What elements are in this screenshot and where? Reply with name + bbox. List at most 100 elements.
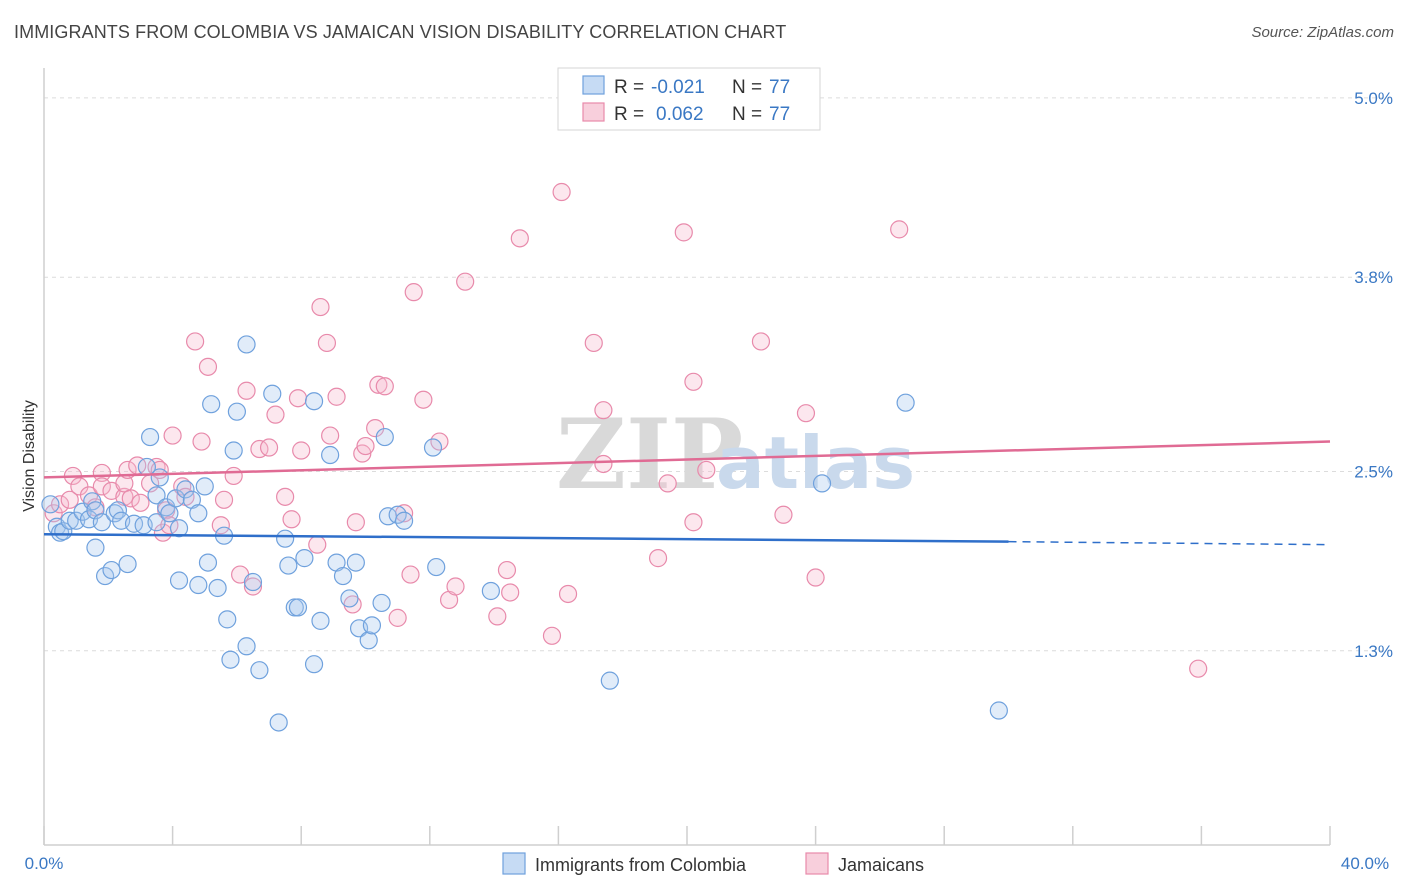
x-axis-ticks [43,826,1331,845]
data-point [41,495,60,514]
data-point [92,513,111,532]
legend-label-colombia: Immigrants from Colombia [535,855,747,875]
data-point [237,637,256,656]
data-point [658,474,677,493]
data-point [427,557,446,577]
data-point [276,487,295,506]
data-point [896,393,915,412]
data-point [189,575,208,595]
data-point [812,474,832,493]
data-point [584,333,603,353]
data-point [321,445,340,465]
data-point [684,513,703,532]
data-point [276,529,295,548]
stats-r-value-pink: 0.062 [656,104,704,125]
data-point [295,549,314,568]
stats-n-label-pink: N = [732,104,762,125]
data-point [243,577,263,596]
data-point [92,477,111,496]
data-point [121,489,140,508]
data-point [147,513,166,532]
data-point [227,402,246,421]
data-point [333,566,353,586]
data-point [198,553,218,572]
data-point [269,713,288,732]
data-point [327,387,346,406]
x-tick-label-max: 40.0% [1341,854,1389,873]
data-point [266,405,285,424]
data-point [321,426,340,445]
data-point [214,490,234,509]
data-point [362,616,382,635]
legend: Immigrants from Colombia Jamaicans [502,852,924,875]
y-axis-tick-labels: 1.3% 2.5% 3.8% 5.0% [1354,89,1393,661]
stats-r-value-blue: -0.021 [651,77,705,98]
data-point [124,514,144,533]
data-point [304,655,324,674]
data-point [989,701,1008,720]
data-point [60,511,79,530]
y-axis-title: Vision Disability [21,400,38,512]
data-point [105,504,124,523]
data-point [86,538,105,557]
data-point [198,357,218,376]
data-point [674,223,693,242]
data-point [311,297,330,317]
data-point [1189,659,1208,678]
trend-lines [43,440,1331,546]
data-point [218,610,237,629]
trend-line-jamaicans [43,440,1331,479]
data-point [288,389,308,408]
watermark-zip: ZIP [556,398,743,511]
data-point [375,377,394,396]
data-point [359,631,378,650]
data-point [751,332,771,351]
data-point [356,436,375,456]
data-point [401,565,420,584]
data-point [292,441,311,460]
legend-label-jamaicans: Jamaicans [838,855,924,875]
data-point [372,593,391,613]
y-tick-label: 1.3% [1354,642,1393,661]
data-point [202,395,221,414]
data-point [375,427,394,447]
data-point [501,583,520,602]
data-point [594,454,613,474]
x-tick-label-min: 0.0% [25,854,64,873]
stats-box: R = -0.021 N = 77 R = 0.062 N = 77 [557,67,821,131]
stats-n-value-pink: 77 [769,104,790,125]
data-point [160,504,179,523]
data-point [250,439,269,459]
data-point [414,390,433,409]
y-tick-label: 5.0% [1354,89,1393,108]
chart-title: IMMIGRANTS FROM COLOMBIA VS JAMAICAN VIS… [14,22,787,42]
stats-swatch-blue [582,75,605,95]
data-point [237,381,256,400]
stats-r-label-blue: R = [614,77,644,98]
data-point [195,477,214,496]
colombia-points [41,335,1008,732]
data-point [890,220,909,239]
data-point [404,283,423,302]
jamaicans-points [44,182,1208,678]
data-point [317,333,337,353]
data-point [308,535,327,554]
data-point [186,332,205,351]
data-point [288,598,308,617]
data-point [118,554,137,574]
data-point [552,182,571,202]
watermark: ZIP atlas [556,398,915,511]
data-point [221,650,240,669]
data-point [497,560,517,580]
data-point [163,426,182,445]
data-point [346,513,365,532]
data-point [304,392,324,411]
source-credit: Source: ZipAtlas.com [1251,24,1394,41]
data-point [311,611,330,630]
data-point [224,441,243,460]
data-point [147,486,166,505]
legend-swatch-colombia [502,852,526,875]
data-point [346,553,365,572]
stats-n-value-blue: 77 [769,77,790,98]
